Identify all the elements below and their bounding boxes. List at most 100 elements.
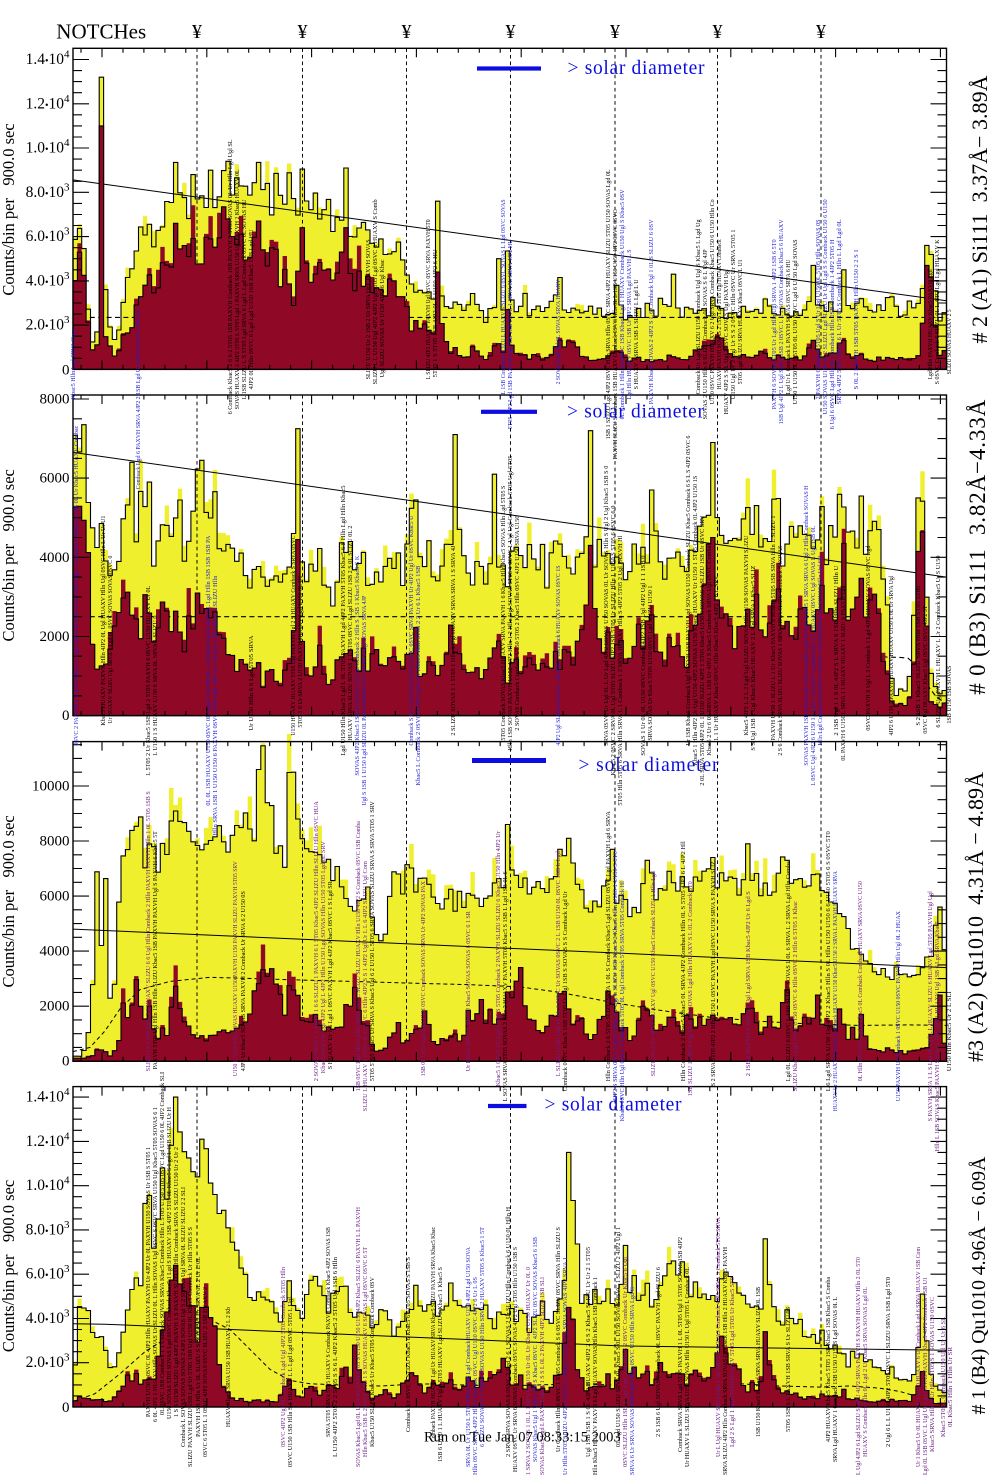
svg-text:U150 PAXVH Ur Comback 1 0SVC U: U150 PAXVH Ur Comback 1 0SVC U150 0SVC P… (896, 911, 902, 1102)
svg-text:U150 1 U150 0L S 5T05 0L U150: U150 1 U150 0L S 5T05 0L U150 0SVC Lgd 6… (793, 239, 799, 404)
svg-text:#3 (A2) Qu1010 4.31Å − 4.89Å: #3 (A2) Qu1010 4.31Å − 4.89Å (963, 772, 988, 1062)
svg-text:¥: ¥ (506, 21, 516, 43)
svg-text:HUAXV Kbac5 SRVA U150 1SB HUAX: HUAXV Kbac5 SRVA U150 1SB HUAXV 2 L 2 Kb (226, 1307, 232, 1427)
svg-text:U150 SOVAS 5T05 SOVAS Lgd 0SVC: U150 SOVAS 5T05 SOVAS Lgd 0SVC Comback K… (167, 1106, 173, 1419)
svg-text:2 PAXVH Comback 5T05 Ugl S Ur: 2 PAXVH Comback 5T05 Ugl S Ur Lgd U150 0… (816, 219, 822, 399)
svg-text:SLIZU Ur L HUAXV 2 1 HUAXV SLI: SLIZU Ur L HUAXV 2 1 HUAXV SLIZU 6 6 Ugl… (146, 791, 152, 1071)
svg-text:4000: 4000 (40, 550, 70, 566)
svg-text:2 1SB 6 PAXVH 1 SRVA 2 Ugl Lgd: 2 1SB 6 PAXVH 1 SRVA 2 Ugl Lgd SRVA 1SB … (746, 891, 752, 1076)
svg-text:Hlln SRVA 1SB 1 U150 U150 6 PA: Hlln SRVA 1SB 1 U150 U150 6 PAXVH 0SVC 1… (213, 576, 219, 836)
svg-text:S S Ugl 1SB 2 Ugl Kbac5 Kbac5: S S Ugl 1SB 2 Ugl Kbac5 Kbac5 HUAXV 2 L … (751, 565, 757, 750)
svg-text:1SB 0L U150 Lgd 2 PAXVH 0SVC C: 1SB 0L U150 Lgd 2 PAXVH 0SVC Comback SOV… (421, 881, 427, 1077)
svg-text:L U150 1 S HUAXV U150 S SRVA 0: L U150 1 S HUAXV U150 S SRVA 0L SRVA 1 S… (153, 616, 159, 756)
svg-text:L SLIZU U150 1SB Ur Ur 1 0SVC: L SLIZU U150 1SB Ur Ur 1 0SVC Ur SOVAS 0… (556, 851, 562, 1076)
svg-text:1SB 1 SLIZU Lgd 4JP2 0SVC Hlln: 1SB 1 SLIZU Lgd 4JP2 0SVC Hlln SRVA Hlln… (606, 169, 612, 439)
svg-text:# 2 (A1) Si111 3.37Å− 3.89Å: # 2 (A1) Si111 3.37Å− 3.89Å (967, 75, 992, 343)
svg-text:1 S S U150 SLIZU Lgd 4JP2 PAXV: 1 S S U150 SLIZU Lgd 4JP2 PAXVH 1 S PAXV… (174, 1147, 180, 1417)
svg-text:Ur U150 Hlln 6 6 Lgd 5T05 SRVA: Ur U150 Hlln 6 6 Lgd 5T05 SRVA (249, 635, 255, 731)
svg-text:SLIZU PAXVH SLIZU 1SB Lgd Ur 5: SLIZU PAXVH SLIZU 1SB Lgd Ur 5T05 1SB Ug… (188, 1227, 194, 1467)
svg-text:L 6 Lgd SRVA U150 Ugl 4JP2 2 K: L 6 Lgd SRVA U150 Ugl 4JP2 2 Kbac5 Hlln … (826, 831, 832, 1091)
svg-text:Lgd 0L 1SB 0SVC L Ugl Ur Lgd S: Lgd 0L 1SB 0SVC L Ugl Ur Lgd SOVAS PAXVH… (923, 1277, 929, 1475)
svg-text:Ugl 1SB 1SB 1 S 0L 4JP2 HUAXV: Ugl 1SB 1SB 1 S 0L 4JP2 HUAXV 4JP2 2 6 S… (586, 1247, 592, 1457)
svg-text:0SVC SLIZU Hlln 1SB 1 Lgd Lgd: 0SVC SLIZU Hlln 1SB 1 Lgd Lgd 2 SLIZU S … (623, 1257, 629, 1467)
svg-text:2000: 2000 (40, 629, 70, 645)
svg-text:4.0•103: 4.0•103 (26, 270, 70, 290)
svg-text:1SB U150 Kbac5 0L Lgd SRVA SRV: 1SB U150 Kbac5 0L Lgd SRVA SRVA HUAXV SL… (756, 1287, 762, 1437)
svg-text:0L Kbac5 Hlln 1 Hlln Ur SR: 0L Kbac5 Hlln 1 Hlln Ur SR (948, 1347, 954, 1427)
svg-text:Counts/bin per 900.0 sec: Counts/bin per 900.0 sec (0, 815, 18, 987)
svg-text:4.0•103: 4.0•103 (26, 1308, 70, 1328)
svg-text:0L Comback 1 Hlln Ur 0SVC 1SB: 0L Comback 1 Hlln Ur 0SVC 1SB Kbac5 Lgd … (620, 189, 626, 420)
svg-text:Hlln 0SVC SRVA 4JP2 Hlln Comba: Hlln 0SVC SRVA 4JP2 Hlln Comback 0SVC Ug… (473, 1277, 479, 1475)
svg-text:Kbac5 L Comback 2 0SVC U150 Ug: Kbac5 L Comback 2 0SVC U150 Ugl L Ur Kba… (416, 566, 422, 786)
svg-text:Hlln L 1SB SOVAS Kbac5 PAXVH S: Hlln L 1SB SOVAS Kbac5 PAXVH S Kbac5 1SB… (935, 921, 941, 1151)
svg-text:5T05 Comback SOVAS Kbac5 HUAXV: 5T05 Comback SOVAS Kbac5 HUAXV SRVA PAXV… (501, 486, 507, 741)
svg-text:HUAXV S Comback Hlln 0L Lgd 2: HUAXV S Comback Hlln 0L Lgd 2 Ur Kbac5 S… (863, 1287, 869, 1457)
svg-text:Counts/bin per 900.0 sec: Counts/bin per 900.0 sec (0, 123, 18, 295)
svg-text:0SVC 4JP2 Ugl 0L Comback Lgd U: 0SVC 4JP2 Ugl 0L Comback Lgd Ugl 4JP2 5T… (281, 1267, 287, 1447)
svg-text:0L Hlln HUAXV Lgd S Kbac5 0L C: 0L Hlln HUAXV Lgd S Kbac5 0L Comback Com… (858, 881, 864, 1081)
svg-text:SRVA 0SVC Ur Ugl 0L L Ur Lgd 4: SRVA 0SVC Ur Ugl 0L L Ur Lgd 4JP2 SOVAS … (604, 466, 610, 746)
svg-text:L 0SVC Ugl 4JP2 6 U150 1 SLIZU: L 0SVC Ugl 4JP2 6 U150 1 SLIZU HUAXV Com… (811, 525, 817, 785)
svg-text:Ur Hlln 5T05 SLIZU 4JP2 1 5T05: Ur Hlln 5T05 SLIZU 4JP2 1 5T05 S L Kbac5… (563, 1257, 569, 1475)
svg-text:Comback Lgd 6 PAXVH SRVA 4JP2: Comback Lgd 6 PAXVH SRVA 4JP2 2 1SB Lgd … (136, 309, 142, 490)
svg-text:NOTCHes: NOTCHes (56, 20, 146, 44)
svg-text:S HUAXV 1 SRVA 1SB L SLIZU L L: S HUAXV 1 SRVA 1SB L SLIZU L Lgd L U (634, 279, 640, 390)
svg-text:6 0L 4JP2 1 HUAXV Hlln SOVAS U: 6 0L 4JP2 1 HUAXV Hlln SOVAS Ur SLIZU 0L… (153, 1107, 159, 1422)
svg-text:SLIZU HUAXV SRVA HUAXV Ugl 0SV: SLIZU HUAXV SRVA HUAXV Ugl 0SVC U150 Kba… (651, 871, 657, 1076)
svg-text:8000: 8000 (40, 392, 70, 408)
svg-text:2 0L SRVA 5T05 4JP2 0L 1 U150: 2 0L SRVA 5T05 4JP2 0L 1 U150 SLIZU 4JP2… (700, 515, 706, 786)
svg-text:1SB 0SVC Lgd SRVA 4JP2 SRVA 0S: 1SB 0SVC Lgd SRVA 4JP2 SRVA 0SVC SLIZU S… (356, 821, 362, 1091)
svg-text:4JP2 Ugl SLIZU HUAXV 1 SLIZU 2: 4JP2 Ugl SLIZU HUAXV 1 SLIZU 2 Comback 6… (556, 566, 562, 746)
svg-text:L SLIZU 4JP2 HUAXV PAXVH Ugl 0: L SLIZU 4JP2 HUAXV PAXVH Ugl 0SVC 0SVC S… (426, 219, 432, 379)
svg-text:Ur 1SB Kbac5 Comback Ugl PAXVH: Ur 1SB Kbac5 Comback Ugl PAXVH 1SB PAXVH… (686, 436, 692, 746)
svg-text:2 S 6 Comback SRVA SLIZU SLIZU: 2 S 6 Comback SRVA SLIZU SLIZU SOVAS 1 S… (778, 546, 784, 756)
svg-text:SOVAS Kbac5 Lgd L PAXVH SRVA 1: SOVAS Kbac5 Lgd L PAXVH SRVA 1 S S L 0L … (540, 1277, 546, 1475)
svg-text:SLIZU SOVAS HUAXV 2 5: SLIZU SOVAS HUAXV 2 5 (947, 309, 953, 374)
svg-text:SLIZU L HUAXV 1 PAXVH 2 0SVC 6: SLIZU L HUAXV 1 PAXVH 2 0SVC 6 Hlln 4JP2… (363, 861, 369, 1111)
svg-text:6 SLIZU Ugl PAXVH L HUAXV L Ur: 6 SLIZU Ugl PAXVH L HUAXV L Ur 2 Comback… (936, 556, 942, 728)
svg-text:Lgd 2 S Lgd 1 Hlln 5T05 HUAXV: Lgd 2 S Lgd 1 Hlln 5T05 HUAXV 5T05 Lgd 5… (730, 1277, 736, 1447)
svg-text:2 1SB Ugl 1 1 S 0L 4JP2 S L SR: 2 1SB Ugl 1 1 S 0L 4JP2 S L SRVA S 1SB H… (834, 565, 840, 736)
svg-text:Kbac5 4JP2 L 2 L 2 Lgd Ugl SLI: Kbac5 4JP2 L 2 L 2 Lgd Ugl SLIZU SOVAS H… (744, 535, 750, 736)
svg-text:Counts/bin per 900.0 sec: Counts/bin per 900.0 sec (0, 469, 18, 641)
svg-text:HUAXV Ur 2 HUAXV 0L 0SVC Comba: HUAXV Ur 2 HUAXV 0L 0SVC Comback HUAXV U… (833, 871, 839, 1112)
svg-text:PAXVH 1SB Hlln Ur 0L SLIZU S S: PAXVH 1SB Hlln Ur 0L SLIZU S S SOVAS 2 U… (196, 1257, 202, 1437)
svg-text:U150 0SVC PAXVH HUAXV 6 2 Ugl: U150 0SVC PAXVH HUAXV 6 2 Ugl SRVA Comba… (710, 199, 716, 404)
svg-text:Lgd U150 Hlln Kbac5 Lgd L 0L 5: Lgd U150 Hlln Kbac5 Lgd L 0L 5T05 PAXVH … (341, 486, 347, 756)
svg-text:0SVC Ugl HUAXV Kbac5 Ugl 0SVC: 0SVC Ugl HUAXV Kbac5 Ugl 0SVC 0SVC 4JP2 … (923, 605, 929, 733)
svg-text:Hlln Kbac5 1SB L 2 0SVC 1SB 1: Hlln Kbac5 1SB L 2 0SVC 1SB 1 S SOVAS HU… (363, 1247, 369, 1457)
svg-text:4JP2 S SRVA 0SVC Lgd S Kbac5 1: 4JP2 S SRVA 0SVC Lgd S Kbac5 1 Ugl L SLI… (613, 851, 619, 1101)
svg-text:U150 SOVAS U150 0L 2 SLIZU Lgd: U150 SOVAS U150 0L 2 SLIZU Lgd SLIZU Ur … (823, 199, 829, 414)
svg-text:L 5T05 2 Ur Kbac5 1SB Lgd 2 5T: L 5T05 2 Ur Kbac5 1SB Lgd 2 5T05 PAXVH 6… (146, 585, 152, 775)
svg-text:1SB U150 1SB SOVAS: 1SB U150 1SB SOVAS (947, 666, 953, 724)
svg-text:SOVAS PAXVH 1SB S PAXVH 6 SOVA: SOVAS PAXVH 1SB S PAXVH 6 SOVAS Hlln Ugl… (804, 485, 810, 766)
svg-text:L Ugl 4JP2 6 Lgd SLIZU SLIZU 4: L Ugl 4JP2 6 Lgd SLIZU SLIZU 4JP2 SRVA P… (856, 1257, 862, 1475)
svg-text:4JP2 6 U150 2 PAXVH HUAXV HUAX: 4JP2 6 U150 2 PAXVH HUAXV HUAXV U150 L 0… (889, 575, 895, 735)
svg-text:SLIZU U150 Ur 2 1SB 2 Ur SRVA: SLIZU U150 Ur 2 1SB 2 Ur SRVA Ur L PAXVH… (366, 239, 372, 379)
svg-text:SOVAS Kbac5 Lgd 0L U150 PAXVH: SOVAS Kbac5 Lgd 0L U150 PAXVH 5T05 S U15… (356, 1206, 362, 1467)
svg-text:5T05 1 6 Ur SRVA 2 U150 PAXVH: 5T05 1 6 Ur SRVA 2 U150 PAXVH HUAXV Lgd … (298, 576, 304, 728)
svg-text:Lgd Ur L Comback L PAXVH SOVAS: Lgd Ur L Comback L PAXVH SOVAS 0SVC SRVA… (786, 259, 792, 395)
svg-text:1.4•104: 1.4•104 (26, 49, 70, 69)
svg-text:¥: ¥ (402, 21, 412, 43)
svg-text:L 1SB Comback SLIZU L HUAXV S: L 1SB Comback SLIZU L HUAXV S SLIZU 6 0S… (501, 199, 507, 394)
svg-text:Comback 0SVC Kbac5 1SB 5T05 Ur: Comback 0SVC Kbac5 1SB 5T05 Ur Ugl 1SB S… (563, 891, 569, 1091)
svg-text:1.0•104: 1.0•104 (26, 137, 70, 157)
svg-text:¥: ¥ (713, 21, 723, 43)
svg-text:Kbac5 PAXVH Ugl 4JP2 Ugl L 4JP: Kbac5 PAXVH Ugl 4JP2 Ugl L 4JP2 Hlln U15… (321, 841, 327, 1074)
svg-text:1.0•104: 1.0•104 (26, 1175, 70, 1195)
svg-text:¥: ¥ (298, 21, 308, 43)
svg-text:Run on Tue Jan 07 08:33:15 200: Run on Tue Jan 07 08:33:15 2003 (424, 1430, 621, 1446)
svg-text:5T05 4JP2 Lgd 1SB PAXVH Ugl 1S: 5T05 4JP2 Lgd 1SB PAXVH Ugl 1SB 1SB 0SVC… (508, 239, 514, 430)
svg-text:4000: 4000 (40, 944, 70, 960)
svg-text:Ur HUAXV L SLIZU SRVA U150 SOV: Ur HUAXV L SLIZU SRVA U150 SOVAS Hlln U1… (685, 1267, 691, 1467)
svg-text:Kbac5 1 0SVC 0L Lgd U150 S 5T0: Kbac5 1 0SVC 0L Lgd U150 S 5T05 Comback … (496, 831, 502, 1086)
svg-text:2.0•103: 2.0•103 (26, 314, 70, 334)
svg-text:SLIZU L L U150 Ugl 4JP2 4JP2 U: SLIZU L L U150 Ugl 4JP2 4JP2 Ugl 5T05 Lg… (373, 199, 379, 384)
svg-text:0SVC 6 5T05 L 1 0SVC 4JP2 SOVA: 0SVC 6 5T05 L 1 0SVC 4JP2 SOVAS 0SVC SLI… (203, 1287, 209, 1457)
svg-text:> solar diameter: > solar diameter (579, 755, 720, 776)
svg-text:SRVA Lgd HUAXV 1 Comback 1SB U: SRVA Lgd HUAXV 1 Comback 1SB U150 U150 S… (833, 1297, 839, 1462)
svg-text:SLIZU Kbac5 Lgd 5T05 U150 0SVC: SLIZU Kbac5 Lgd 5T05 U150 0SVC 6 Hlln 0S… (793, 901, 799, 1091)
svg-text:Comback S Ur 2 6 SOVAS 0SVC 0S: Comback S Ur 2 6 SOVAS 0SVC 0SVC 0SVC SR… (409, 515, 415, 746)
